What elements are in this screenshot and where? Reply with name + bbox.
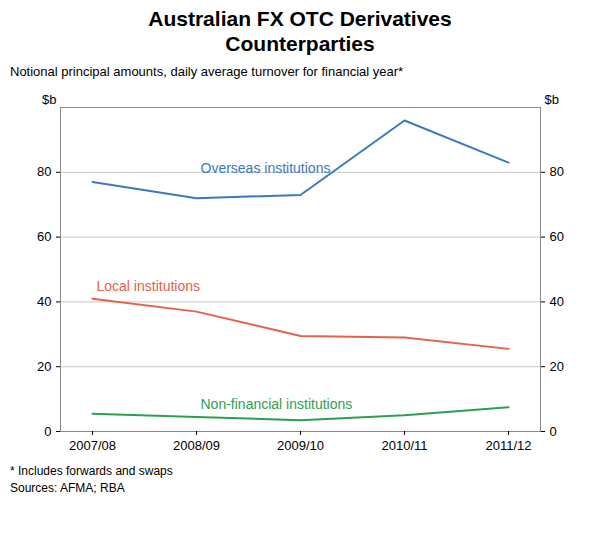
svg-text:2009/10: 2009/10	[277, 438, 324, 453]
svg-text:40: 40	[37, 294, 51, 309]
svg-text:0: 0	[550, 424, 557, 439]
svg-text:80: 80	[550, 165, 564, 180]
svg-text:2008/09: 2008/09	[173, 438, 220, 453]
svg-text:Non-financial institutions: Non-financial institutions	[201, 397, 353, 413]
svg-text:2011/12: 2011/12	[485, 438, 531, 453]
html-text:Sources: AFMA; RBA: Sources: AFMA; RBA	[10, 481, 125, 496]
svg-text:20: 20	[550, 359, 564, 374]
svg-text:Local institutions: Local institutions	[97, 279, 201, 295]
svg-text:60: 60	[550, 230, 564, 245]
svg-text:2007/08: 2007/08	[69, 438, 116, 453]
svg-text:80: 80	[37, 165, 51, 180]
svg-text:$b: $b	[42, 92, 56, 107]
svg-text:40: 40	[550, 294, 564, 309]
html-text:Australian FX OTC Derivatives: Australian FX OTC Derivatives Counterpar…	[148, 7, 452, 56]
svg-text:$b: $b	[545, 92, 559, 107]
svg-text:20: 20	[37, 359, 51, 374]
svg-text:2010/11: 2010/11	[381, 438, 427, 453]
html-text:Notional principal amounts, da: Notional principal amounts, daily averag…	[10, 64, 404, 80]
svg-text:60: 60	[37, 230, 51, 245]
html-text:* Includes forwards and swaps: * Includes forwards and swaps	[10, 464, 173, 479]
svg-text:Overseas institutions: Overseas institutions	[201, 160, 331, 176]
svg-text:0: 0	[44, 424, 51, 439]
